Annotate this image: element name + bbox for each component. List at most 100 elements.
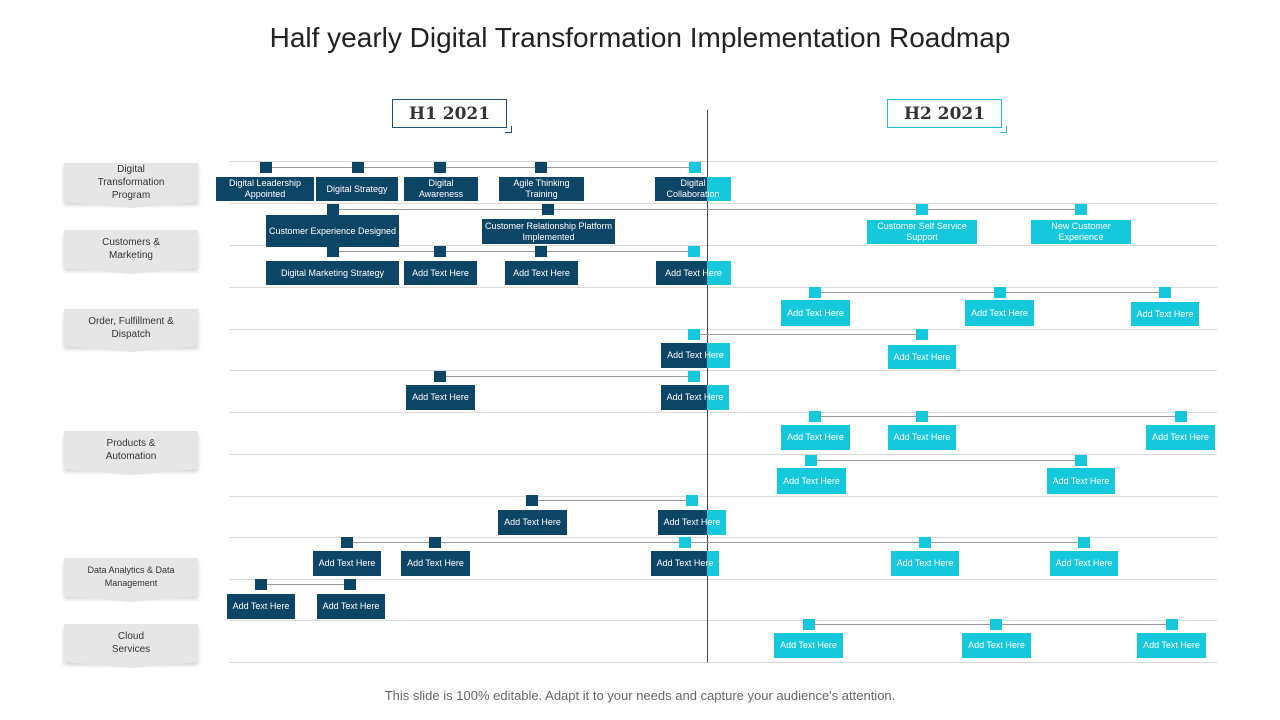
milestone-box[interactable]: Add Text Here: [1146, 425, 1215, 450]
milestone-box[interactable]: Add Text Here: [781, 425, 850, 450]
milestone-box[interactable]: Add Text Here: [891, 551, 959, 576]
connector-line: [532, 500, 692, 501]
grid-line: [230, 203, 1217, 204]
milestone-marker: [919, 537, 931, 548]
milestone-box[interactable]: Add Text Here: [505, 261, 578, 285]
milestone-marker: [916, 204, 928, 215]
grid-line: [230, 245, 1217, 246]
milestone-marker: [260, 162, 272, 173]
grid-line: [230, 370, 1217, 371]
grid-line: [230, 620, 1217, 621]
grid-line: [230, 496, 1217, 497]
milestone-marker: [1075, 455, 1087, 466]
connector-line: [333, 209, 1081, 210]
milestone-box[interactable]: Add Text Here: [658, 510, 726, 535]
milestone-marker: [1175, 411, 1187, 422]
milestone-marker: [688, 371, 700, 382]
period-h2-label: H2 2021: [887, 99, 1007, 133]
milestone-marker: [809, 287, 821, 298]
milestone-marker: [344, 579, 356, 590]
milestone-box[interactable]: Add Text Here: [1131, 302, 1199, 326]
milestone-box[interactable]: Add Text Here: [651, 551, 719, 576]
milestone-marker: [352, 162, 364, 173]
milestone-marker: [916, 329, 928, 340]
grid-line: [230, 329, 1217, 330]
category-label: Customers & Marketing: [64, 230, 198, 274]
milestone-marker: [688, 246, 700, 257]
milestone-box[interactable]: Digital Awareness: [404, 177, 478, 201]
milestone-marker: [990, 619, 1002, 630]
grid-line: [230, 412, 1217, 413]
milestone-marker: [535, 162, 547, 173]
milestone-box[interactable]: Add Text Here: [656, 261, 731, 285]
grid-line: [230, 287, 1217, 288]
milestone-box[interactable]: Add Text Here: [1047, 468, 1115, 494]
milestone-box[interactable]: Customer Self Service Support: [867, 220, 977, 244]
milestone-box[interactable]: Add Text Here: [661, 385, 729, 410]
footer-note: This slide is 100% editable. Adapt it to…: [384, 688, 896, 703]
connector-line: [266, 167, 695, 168]
category-label: Data Analytics & Data Management: [64, 558, 198, 602]
category-label: Digital Transformation Program: [64, 163, 198, 208]
milestone-marker: [686, 495, 698, 506]
connector-line: [440, 376, 695, 377]
connector-line: [347, 542, 1084, 543]
milestone-marker: [542, 204, 554, 215]
milestone-marker: [526, 495, 538, 506]
milestone-box[interactable]: Add Text Here: [401, 551, 470, 576]
period-h1-label: H1 2021: [392, 99, 512, 133]
milestone-marker: [805, 455, 817, 466]
connector-line: [815, 292, 1165, 293]
connector-line: [261, 584, 350, 585]
category-label: Cloud Services: [64, 624, 198, 668]
milestone-marker: [327, 246, 339, 257]
milestone-box[interactable]: Add Text Here: [227, 594, 295, 619]
milestone-marker: [327, 204, 339, 215]
milestone-marker: [1159, 287, 1171, 298]
milestone-marker: [255, 579, 267, 590]
milestone-box[interactable]: Digital Marketing Strategy: [266, 261, 399, 285]
milestone-marker: [689, 162, 701, 173]
connector-line: [694, 334, 922, 335]
milestone-marker: [1078, 537, 1090, 548]
category-label: Order, Fulfillment & Dispatch: [64, 309, 198, 352]
milestone-box[interactable]: Add Text Here: [404, 261, 477, 285]
milestone-box[interactable]: Customer Experience Designed: [266, 215, 399, 247]
milestone-marker: [535, 246, 547, 257]
milestone-marker: [1166, 619, 1178, 630]
milestone-box[interactable]: Add Text Here: [1137, 633, 1206, 658]
milestone-marker: [809, 411, 821, 422]
milestone-box[interactable]: Add Text Here: [888, 425, 956, 450]
milestone-box[interactable]: Add Text Here: [661, 343, 730, 368]
grid-line: [230, 537, 1217, 538]
milestone-box[interactable]: Add Text Here: [498, 510, 567, 535]
milestone-box[interactable]: Digital Collaboration: [655, 177, 731, 201]
milestone-box[interactable]: Add Text Here: [781, 300, 850, 326]
milestone-box[interactable]: Add Text Here: [965, 300, 1034, 326]
milestone-marker: [1075, 204, 1087, 215]
connector-line: [333, 251, 695, 252]
milestone-box[interactable]: Add Text Here: [777, 468, 846, 494]
category-label: Products & Automation: [64, 431, 198, 475]
milestone-marker: [994, 287, 1006, 298]
milestone-box[interactable]: Digital Strategy: [316, 177, 398, 201]
milestone-box[interactable]: Add Text Here: [1050, 551, 1118, 576]
milestone-box[interactable]: Add Text Here: [313, 551, 381, 576]
milestone-marker: [916, 411, 928, 422]
milestone-box[interactable]: Add Text Here: [888, 345, 956, 369]
connector-line: [815, 416, 1181, 417]
grid-line: [230, 579, 1217, 580]
milestone-box[interactable]: Add Text Here: [317, 594, 385, 619]
milestone-box[interactable]: Agile Thinking Training: [499, 177, 584, 201]
milestone-box[interactable]: Customer Relationship Platform Implement…: [482, 219, 615, 244]
milestone-box[interactable]: Add Text Here: [962, 633, 1031, 658]
page-title: Half yearly Digital Transformation Imple…: [269, 22, 1011, 53]
milestone-marker: [688, 329, 700, 340]
milestone-box[interactable]: New Customer Experience: [1031, 220, 1131, 244]
milestone-box[interactable]: Add Text Here: [774, 633, 843, 658]
milestone-box[interactable]: Digital Leadership Appointed: [216, 177, 314, 201]
milestone-box[interactable]: Add Text Here: [406, 385, 475, 410]
milestone-marker: [434, 162, 446, 173]
milestone-marker: [429, 537, 441, 548]
milestone-marker: [434, 246, 446, 257]
